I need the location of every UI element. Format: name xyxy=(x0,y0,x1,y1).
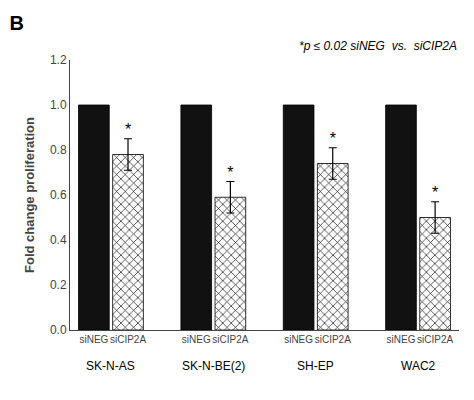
svg-text:siNEG: siNEG xyxy=(79,334,108,345)
svg-text:*: * xyxy=(125,121,131,138)
svg-text:0.6: 0.6 xyxy=(50,188,67,202)
svg-text:*: * xyxy=(330,130,336,147)
svg-text:*: * xyxy=(227,164,233,181)
svg-text:0.4: 0.4 xyxy=(50,233,67,247)
svg-text:0.8: 0.8 xyxy=(50,143,67,157)
svg-text:1.0: 1.0 xyxy=(50,98,67,112)
svg-text:*: * xyxy=(432,184,438,201)
svg-text:siCIP2A: siCIP2A xyxy=(212,334,248,345)
svg-text:B: B xyxy=(9,12,23,34)
svg-text:0.0: 0.0 xyxy=(50,323,67,337)
svg-text:siNEG: siNEG xyxy=(387,334,416,345)
svg-text:siCIP2A: siCIP2A xyxy=(315,334,351,345)
svg-text:siCIP2A: siCIP2A xyxy=(417,334,453,345)
svg-text:Fold change proliferation: Fold change proliferation xyxy=(22,117,37,273)
svg-text:SK-N-BE(2): SK-N-BE(2) xyxy=(182,359,245,373)
svg-text:SH-EP: SH-EP xyxy=(297,359,334,373)
svg-text:WAC2: WAC2 xyxy=(401,359,436,373)
svg-text:0.2: 0.2 xyxy=(50,278,67,292)
svg-text:1.2: 1.2 xyxy=(50,53,67,67)
svg-text:siNEG: siNEG xyxy=(182,334,211,345)
svg-text:siNEG: siNEG xyxy=(284,334,313,345)
svg-text:*p ≤ 0.02 siNEG vs. siCIP2A: *p ≤ 0.02 siNEG vs. siCIP2A xyxy=(299,39,457,53)
svg-text:SK-N-AS: SK-N-AS xyxy=(86,359,135,373)
svg-text:siCIP2A: siCIP2A xyxy=(110,334,146,345)
